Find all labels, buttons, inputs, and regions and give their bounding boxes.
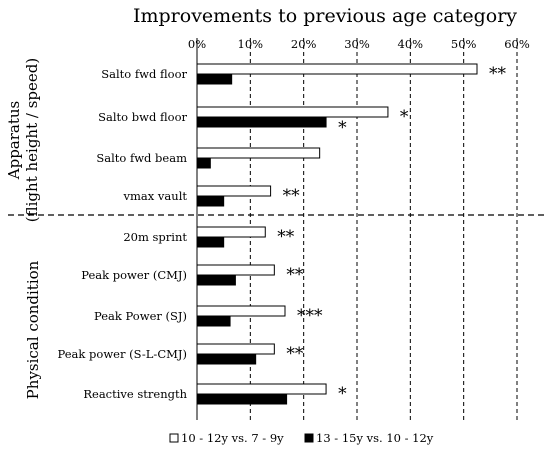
x-tick-label: 10% bbox=[238, 37, 264, 51]
bar bbox=[196, 236, 225, 248]
significance-marker: * bbox=[338, 118, 347, 138]
legend-label: 13 - 15y vs. 10 - 12y bbox=[316, 431, 434, 445]
legend-swatch bbox=[304, 433, 314, 443]
significance-marker: *** bbox=[297, 306, 323, 326]
significance-marker: ** bbox=[283, 186, 301, 206]
legend: 10 - 12y vs. 7 - 9y 13 - 15y vs. 10 - 12y bbox=[169, 431, 434, 445]
bar bbox=[196, 393, 288, 405]
x-tick-label: 50% bbox=[451, 37, 477, 51]
bar bbox=[196, 63, 478, 75]
bars bbox=[196, 63, 478, 405]
bar bbox=[196, 195, 225, 207]
x-tick-label: 0% bbox=[188, 37, 206, 51]
bar bbox=[196, 353, 257, 365]
category-label: 20m sprint bbox=[123, 230, 187, 244]
legend-swatch bbox=[169, 433, 179, 443]
bar bbox=[196, 315, 231, 327]
x-tick-label: 60% bbox=[504, 37, 530, 51]
bar bbox=[196, 226, 266, 238]
significance-marker: ** bbox=[277, 227, 295, 247]
x-tick-label: 30% bbox=[344, 37, 370, 51]
significance-marker: * bbox=[338, 384, 347, 404]
bar bbox=[196, 73, 233, 85]
bar bbox=[196, 106, 389, 118]
group-label: Apparatus(flight height / speed) bbox=[5, 58, 41, 222]
bar bbox=[196, 157, 211, 169]
group-label: Physical condition bbox=[24, 260, 42, 399]
bar bbox=[196, 264, 275, 276]
bar bbox=[196, 147, 321, 159]
category-label: Salto fwd beam bbox=[96, 151, 187, 165]
bar bbox=[196, 185, 272, 197]
bar bbox=[196, 343, 275, 355]
category-label: vmax vault bbox=[123, 189, 188, 203]
category-label: Reactive strength bbox=[83, 387, 187, 401]
category-labels: Salto fwd floor Salto bwd floor Salto fwd … bbox=[58, 67, 188, 401]
x-tick-label: 20% bbox=[291, 37, 317, 51]
bar bbox=[196, 383, 327, 395]
bar bbox=[196, 305, 286, 317]
category-label: Peak power (CMJ) bbox=[81, 268, 187, 282]
significance-marker: ** bbox=[286, 344, 304, 364]
category-label: Peak Power (SJ) bbox=[94, 309, 187, 323]
significance-markers: **************** bbox=[277, 64, 506, 404]
category-label: Salto fwd floor bbox=[101, 67, 187, 81]
chart-title: Improvements to previous age category bbox=[133, 5, 517, 27]
legend-label: 10 - 12y vs. 7 - 9y bbox=[181, 431, 284, 445]
category-label: Peak power (S-L-CMJ) bbox=[58, 347, 187, 361]
category-label: Salto bwd floor bbox=[98, 110, 187, 124]
significance-marker: * bbox=[400, 107, 409, 127]
x-tick-label: 40% bbox=[398, 37, 424, 51]
bar bbox=[196, 116, 327, 128]
x-axis-tick-labels: 0% 10% 20% 30% 40% 50% 60% bbox=[188, 37, 530, 51]
gridlines bbox=[196, 38, 518, 420]
significance-marker: ** bbox=[489, 64, 507, 84]
significance-marker: ** bbox=[286, 265, 304, 285]
bar bbox=[196, 274, 236, 286]
group-labels: Apparatus(flight height / speed) Physical… bbox=[5, 58, 42, 400]
